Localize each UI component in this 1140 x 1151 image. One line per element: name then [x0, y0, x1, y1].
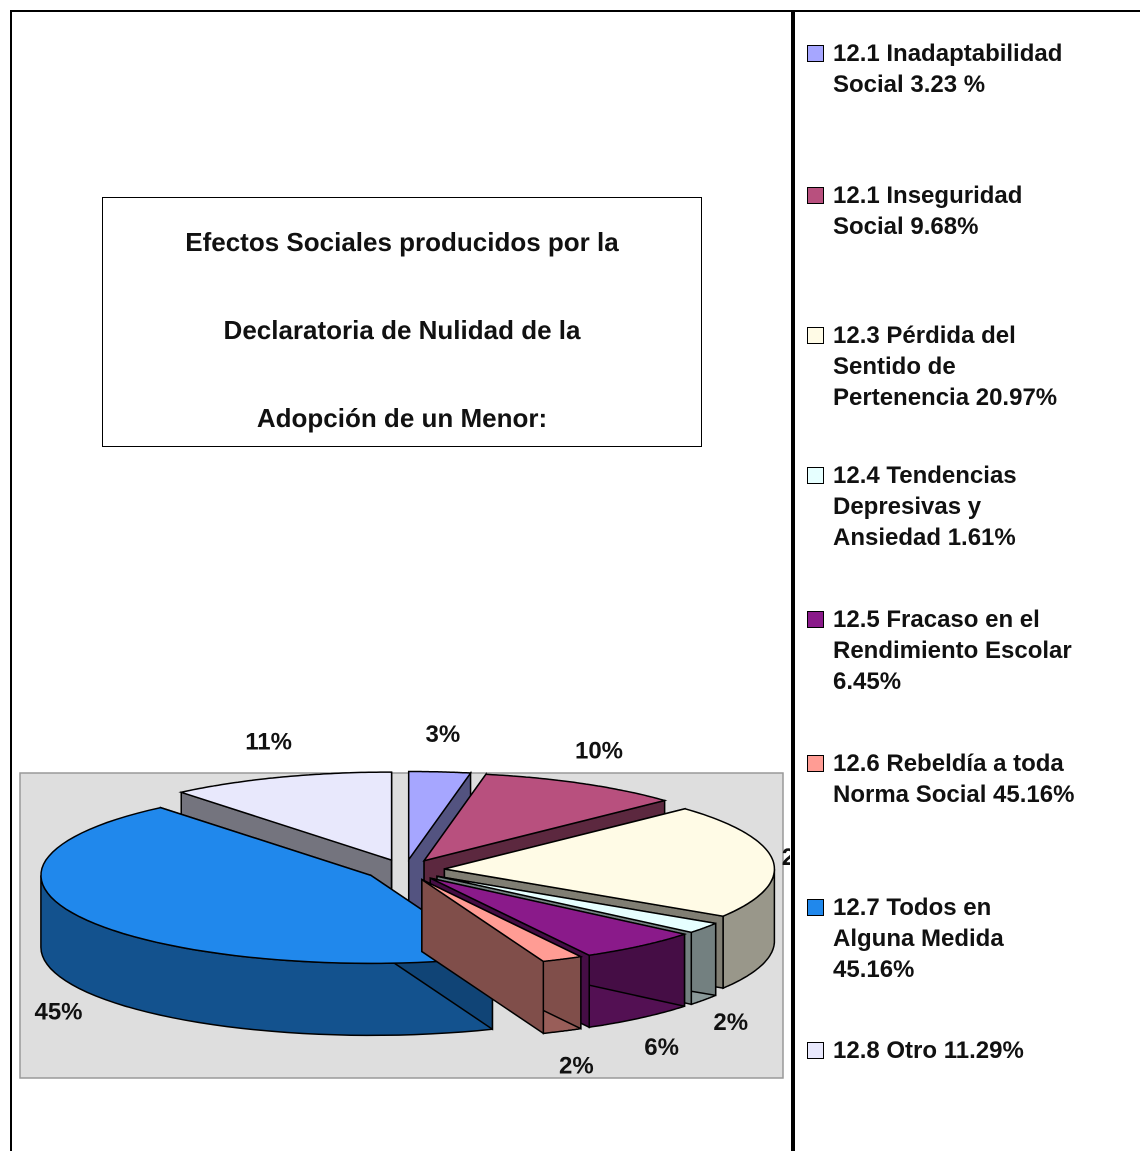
slice [444, 808, 776, 917]
slice [422, 773, 668, 862]
frame [10, 10, 12, 1151]
chart-title: Efectos Sociales producidos por la Decla… [102, 197, 702, 447]
legend-swatch [807, 187, 824, 204]
slice [178, 771, 393, 862]
legend-label: 12.7 Todos en Alguna Medida 45.16% [833, 894, 1004, 983]
legend-swatch [807, 1042, 824, 1059]
legend-label: 12.8 Otro 11.29% [833, 1037, 1024, 1064]
legend-label: 12.6 Rebeldía a toda Norma Social 45.16% [833, 750, 1075, 808]
slice [421, 878, 584, 963]
legend-label: 12.5 Fracaso en el Rendimiento Escolar 6… [833, 606, 1072, 695]
legend-swatch [807, 467, 824, 484]
data-label: 10% [575, 738, 623, 765]
data-label: 2% [713, 1009, 748, 1036]
frame [10, 10, 1140, 12]
slice [407, 770, 473, 862]
legend-swatch [807, 611, 824, 628]
slice [40, 806, 495, 965]
slice [436, 875, 716, 934]
legend-label: 12.3 Pérdida del Sentido de Pertenencia … [833, 322, 1058, 411]
data-label: 45% [34, 998, 82, 1025]
data-label: 3% [426, 721, 461, 748]
legend-swatch [807, 327, 824, 344]
legend-swatch [807, 45, 824, 62]
legend-swatch [807, 755, 824, 772]
legend-label: 12.1 Inseguridad Social 9.68% [833, 182, 1023, 240]
legend-swatch [807, 899, 824, 916]
data-label: 11% [245, 729, 292, 756]
data-label: 21% [782, 844, 790, 871]
legend-label: 12.1 Inadaptabilidad Social 3.23 % [833, 40, 1063, 98]
data-label: 6% [644, 1034, 679, 1061]
chart: 3% 10% 21% 2% 6% 2% 45% 11% [19, 721, 790, 1079]
data-label: 2% [559, 1052, 594, 1079]
legend-label: 12.4 Tendencias Depresivas y Ansiedad 1.… [833, 462, 1017, 551]
slice [429, 877, 688, 957]
frame [791, 10, 795, 1151]
